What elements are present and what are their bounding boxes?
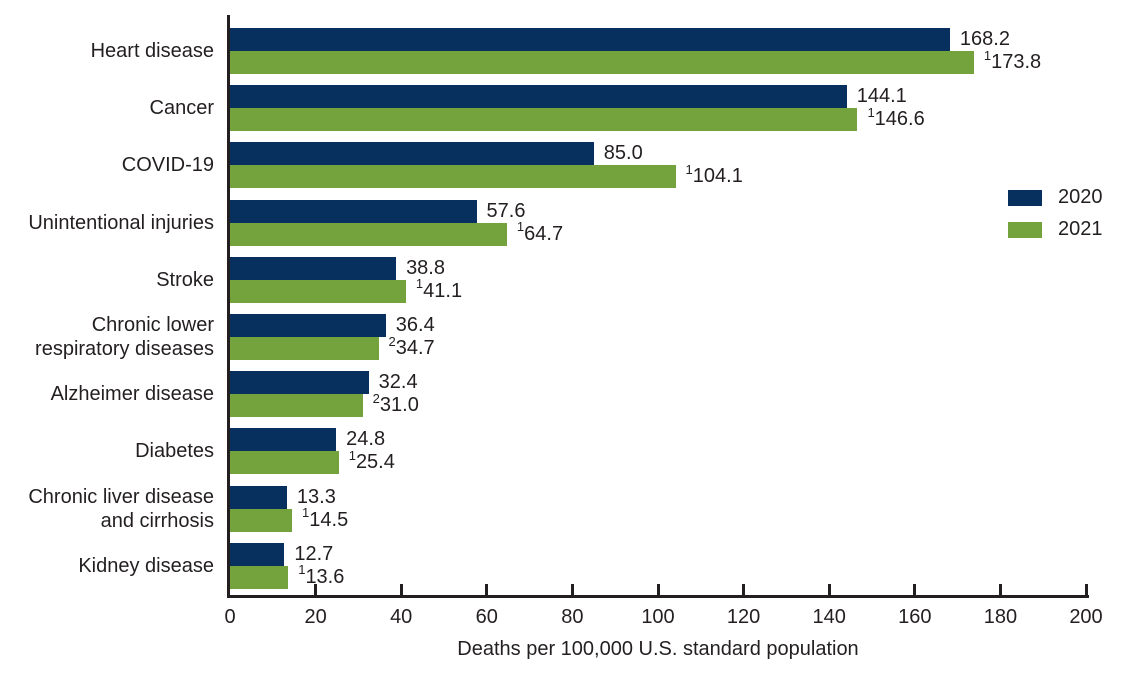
value-label-2021-diabetes: 1 25.4 <box>348 447 395 474</box>
bar-2021-alzheimer-disease <box>230 394 363 418</box>
category-label-cancer: Cancer <box>149 97 214 120</box>
x-tick-label-140: 140 <box>812 606 846 628</box>
bar-2020-chronic-lower-respiratory-diseases <box>230 314 386 337</box>
value-label-2020-cancer: 144.1 <box>856 85 907 108</box>
x-tick-label-60: 60 <box>475 606 498 628</box>
value-label-2021-kidney-disease: 1 13.6 <box>298 562 345 588</box>
x-tick-mark-60 <box>485 584 489 595</box>
x-tick-mark-20 <box>314 584 318 595</box>
bar-2020-kidney-disease <box>230 542 285 566</box>
x-axis-title: Deaths per 100,000 U.S. standard populat… <box>457 638 859 660</box>
legend-label-2020: 2020 <box>1058 186 1103 208</box>
bar-2020-diabetes <box>230 428 337 452</box>
value-label-2021-stroke: 1 41.1 <box>415 276 463 302</box>
value-label-2021-alzheimer-disease: 2 31.0 <box>372 390 419 417</box>
legend-swatch-2021 <box>1008 221 1042 238</box>
x-tick-mark-40 <box>399 584 403 595</box>
bar-2020-cancer <box>230 85 847 109</box>
bar-2021-chronic-liver-disease-and-cirrhosis <box>230 508 293 532</box>
y-axis-line <box>227 15 230 598</box>
bar-2020-covid-19 <box>230 142 594 166</box>
value-label-2020-kidney-disease: 12.7 <box>294 542 334 565</box>
value-label-2020-diabetes: 24.8 <box>346 428 386 451</box>
legend-swatch-2020 <box>1008 189 1042 206</box>
value-label-2021-cancer: 1 146.6 <box>867 104 925 131</box>
x-tick-label-0: 0 <box>224 606 236 628</box>
category-label-stroke: Stroke <box>156 268 214 291</box>
category-label-diabetes: Diabetes <box>135 440 214 463</box>
bar-2020-alzheimer-disease <box>230 371 369 395</box>
bar-2021-diabetes <box>230 451 339 475</box>
legend-item-2021: 2021 <box>1008 218 1103 241</box>
x-axis-line <box>227 595 1089 598</box>
x-tick-mark-80 <box>570 584 574 595</box>
x-tick-label-200: 200 <box>1069 606 1103 628</box>
x-tick-mark-200 <box>1084 584 1088 595</box>
legend-label-2021: 2021 <box>1058 218 1103 240</box>
value-label-2021-chronic-lower-respiratory-diseases: 2 34.7 <box>388 333 435 360</box>
value-label-2021-heart-disease: 1 173.8 <box>983 47 1042 74</box>
x-tick-label-180: 180 <box>983 606 1018 628</box>
category-label-unintentional-injuries: Unintentional injuries <box>28 211 214 234</box>
x-tick-mark-120 <box>742 584 746 595</box>
category-label-chronic-liver-disease-and-cirrhosis: Chronic liver disease and cirrhosis <box>28 485 214 532</box>
bar-2021-stroke <box>230 279 406 303</box>
value-label-2020-alzheimer-disease: 32.4 <box>378 371 418 394</box>
bar-2021-covid-19 <box>230 165 676 189</box>
value-label-2020-covid-19: 85.0 <box>603 142 643 165</box>
bar-2020-unintentional-injuries <box>230 199 477 223</box>
value-label-2020-heart-disease: 168.2 <box>959 28 1010 50</box>
bar-2020-chronic-liver-disease-and-cirrhosis <box>230 485 287 509</box>
bar-2020-heart-disease <box>230 28 950 51</box>
bar-2020-stroke <box>230 256 397 280</box>
x-tick-label-20: 20 <box>304 606 327 628</box>
category-label-heart-disease: Heart disease <box>90 40 214 62</box>
category-label-alzheimer-disease: Alzheimer disease <box>50 383 214 406</box>
value-label-2020-unintentional-injuries: 57.6 <box>486 199 526 222</box>
bar-2021-unintentional-injuries <box>230 222 507 246</box>
value-label-2021-unintentional-injuries: 1 64.7 <box>516 219 564 245</box>
value-label-2021-covid-19: 1 104.1 <box>685 161 743 188</box>
value-label-2020-stroke: 38.8 <box>406 256 445 279</box>
bar-2021-chronic-lower-respiratory-diseases <box>230 337 379 360</box>
category-label-kidney-disease: Kidney disease <box>78 554 214 577</box>
bar-2021-kidney-disease <box>230 565 289 589</box>
x-tick-label-160: 160 <box>898 606 932 628</box>
x-tick-mark-100 <box>656 584 660 595</box>
bar-2021-cancer <box>230 108 858 132</box>
x-tick-mark-140 <box>827 584 831 595</box>
bar-2021-heart-disease <box>230 51 974 74</box>
value-label-2020-chronic-lower-respiratory-diseases: 36.4 <box>395 314 435 336</box>
value-label-2021-chronic-liver-disease-and-cirrhosis: 1 14.5 <box>302 505 349 531</box>
value-label-2020-chronic-liver-disease-and-cirrhosis: 13.3 <box>296 485 336 508</box>
x-tick-mark-180 <box>998 584 1002 595</box>
x-tick-label-80: 80 <box>561 606 584 628</box>
x-tick-mark-160 <box>913 584 917 595</box>
legend-item-2020: 2020 <box>1008 186 1103 209</box>
x-tick-label-120: 120 <box>726 606 761 628</box>
category-label-covid-19: COVID-19 <box>121 154 214 177</box>
x-tick-label-40: 40 <box>390 606 413 628</box>
category-label-chronic-lower-respiratory-diseases: Chronic lower respiratory diseases <box>35 314 214 360</box>
x-tick-label-100: 100 <box>641 606 675 628</box>
